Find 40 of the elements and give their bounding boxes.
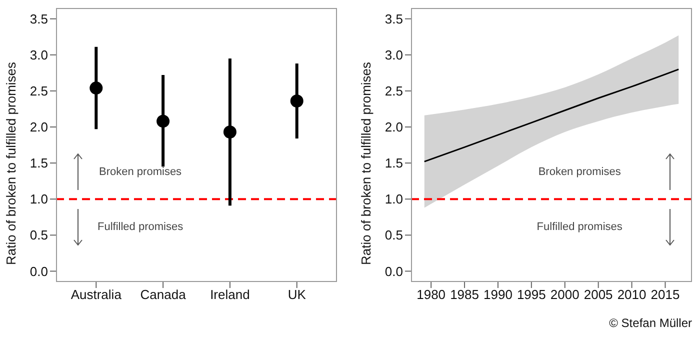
y-tick-label: 0.0 bbox=[384, 264, 403, 279]
y-tick-label: 1.0 bbox=[30, 192, 48, 207]
y-tick-label: 0.5 bbox=[384, 228, 403, 243]
text: © Stefan Müller bbox=[609, 316, 692, 330]
x-tick-label: 1995 bbox=[516, 287, 546, 302]
y-tick-label: 2.5 bbox=[384, 84, 403, 99]
y-tick-label: 0.5 bbox=[30, 228, 48, 243]
annotation: Broken promises bbox=[538, 166, 621, 178]
x-tick-label: UK bbox=[288, 287, 306, 302]
y-tick-label: 2.0 bbox=[384, 120, 403, 135]
point bbox=[156, 114, 170, 128]
y-tick-label: 2.0 bbox=[30, 120, 48, 135]
x-tick-label: 2005 bbox=[584, 287, 613, 302]
x-tick-label: 2000 bbox=[550, 287, 580, 302]
y-tick-label: 1.0 bbox=[384, 192, 403, 207]
x-tick-label: Australia bbox=[70, 287, 122, 302]
annotation: Fulfilled promises bbox=[536, 221, 622, 234]
x-tick-label: 1990 bbox=[484, 287, 512, 302]
y-tick-label: 3.0 bbox=[384, 47, 403, 62]
x-tick-label: 2015 bbox=[650, 287, 680, 302]
y-tick-label: 1.5 bbox=[30, 156, 48, 171]
y-tick-label: 3.0 bbox=[30, 47, 48, 62]
annotation: Broken promises bbox=[99, 166, 182, 178]
x-tick-label: 2010 bbox=[617, 287, 646, 302]
y-tick-label: 2.5 bbox=[30, 84, 48, 99]
annotation: Fulfilled promises bbox=[98, 221, 184, 234]
y-axis-title: Ratio of broken to fulfilled promises bbox=[358, 61, 374, 265]
point bbox=[90, 82, 103, 95]
point bbox=[223, 126, 236, 139]
y-tick-label: 3.5 bbox=[384, 11, 403, 26]
y-tick-label: 0.0 bbox=[30, 264, 48, 279]
point bbox=[290, 94, 304, 108]
x-tick-label: Canada bbox=[140, 287, 187, 302]
x-tick-label: 1985 bbox=[450, 287, 479, 302]
x-tick-label: 1980 bbox=[416, 287, 446, 302]
line-series bbox=[424, 68, 680, 162]
y-tick-label: 1.5 bbox=[384, 156, 403, 171]
x-tick-label: Ireland bbox=[210, 287, 250, 302]
y-axis-title: Ratio of broken to fulfilled promises bbox=[4, 61, 19, 265]
y-tick-label: 3.5 bbox=[30, 11, 48, 26]
